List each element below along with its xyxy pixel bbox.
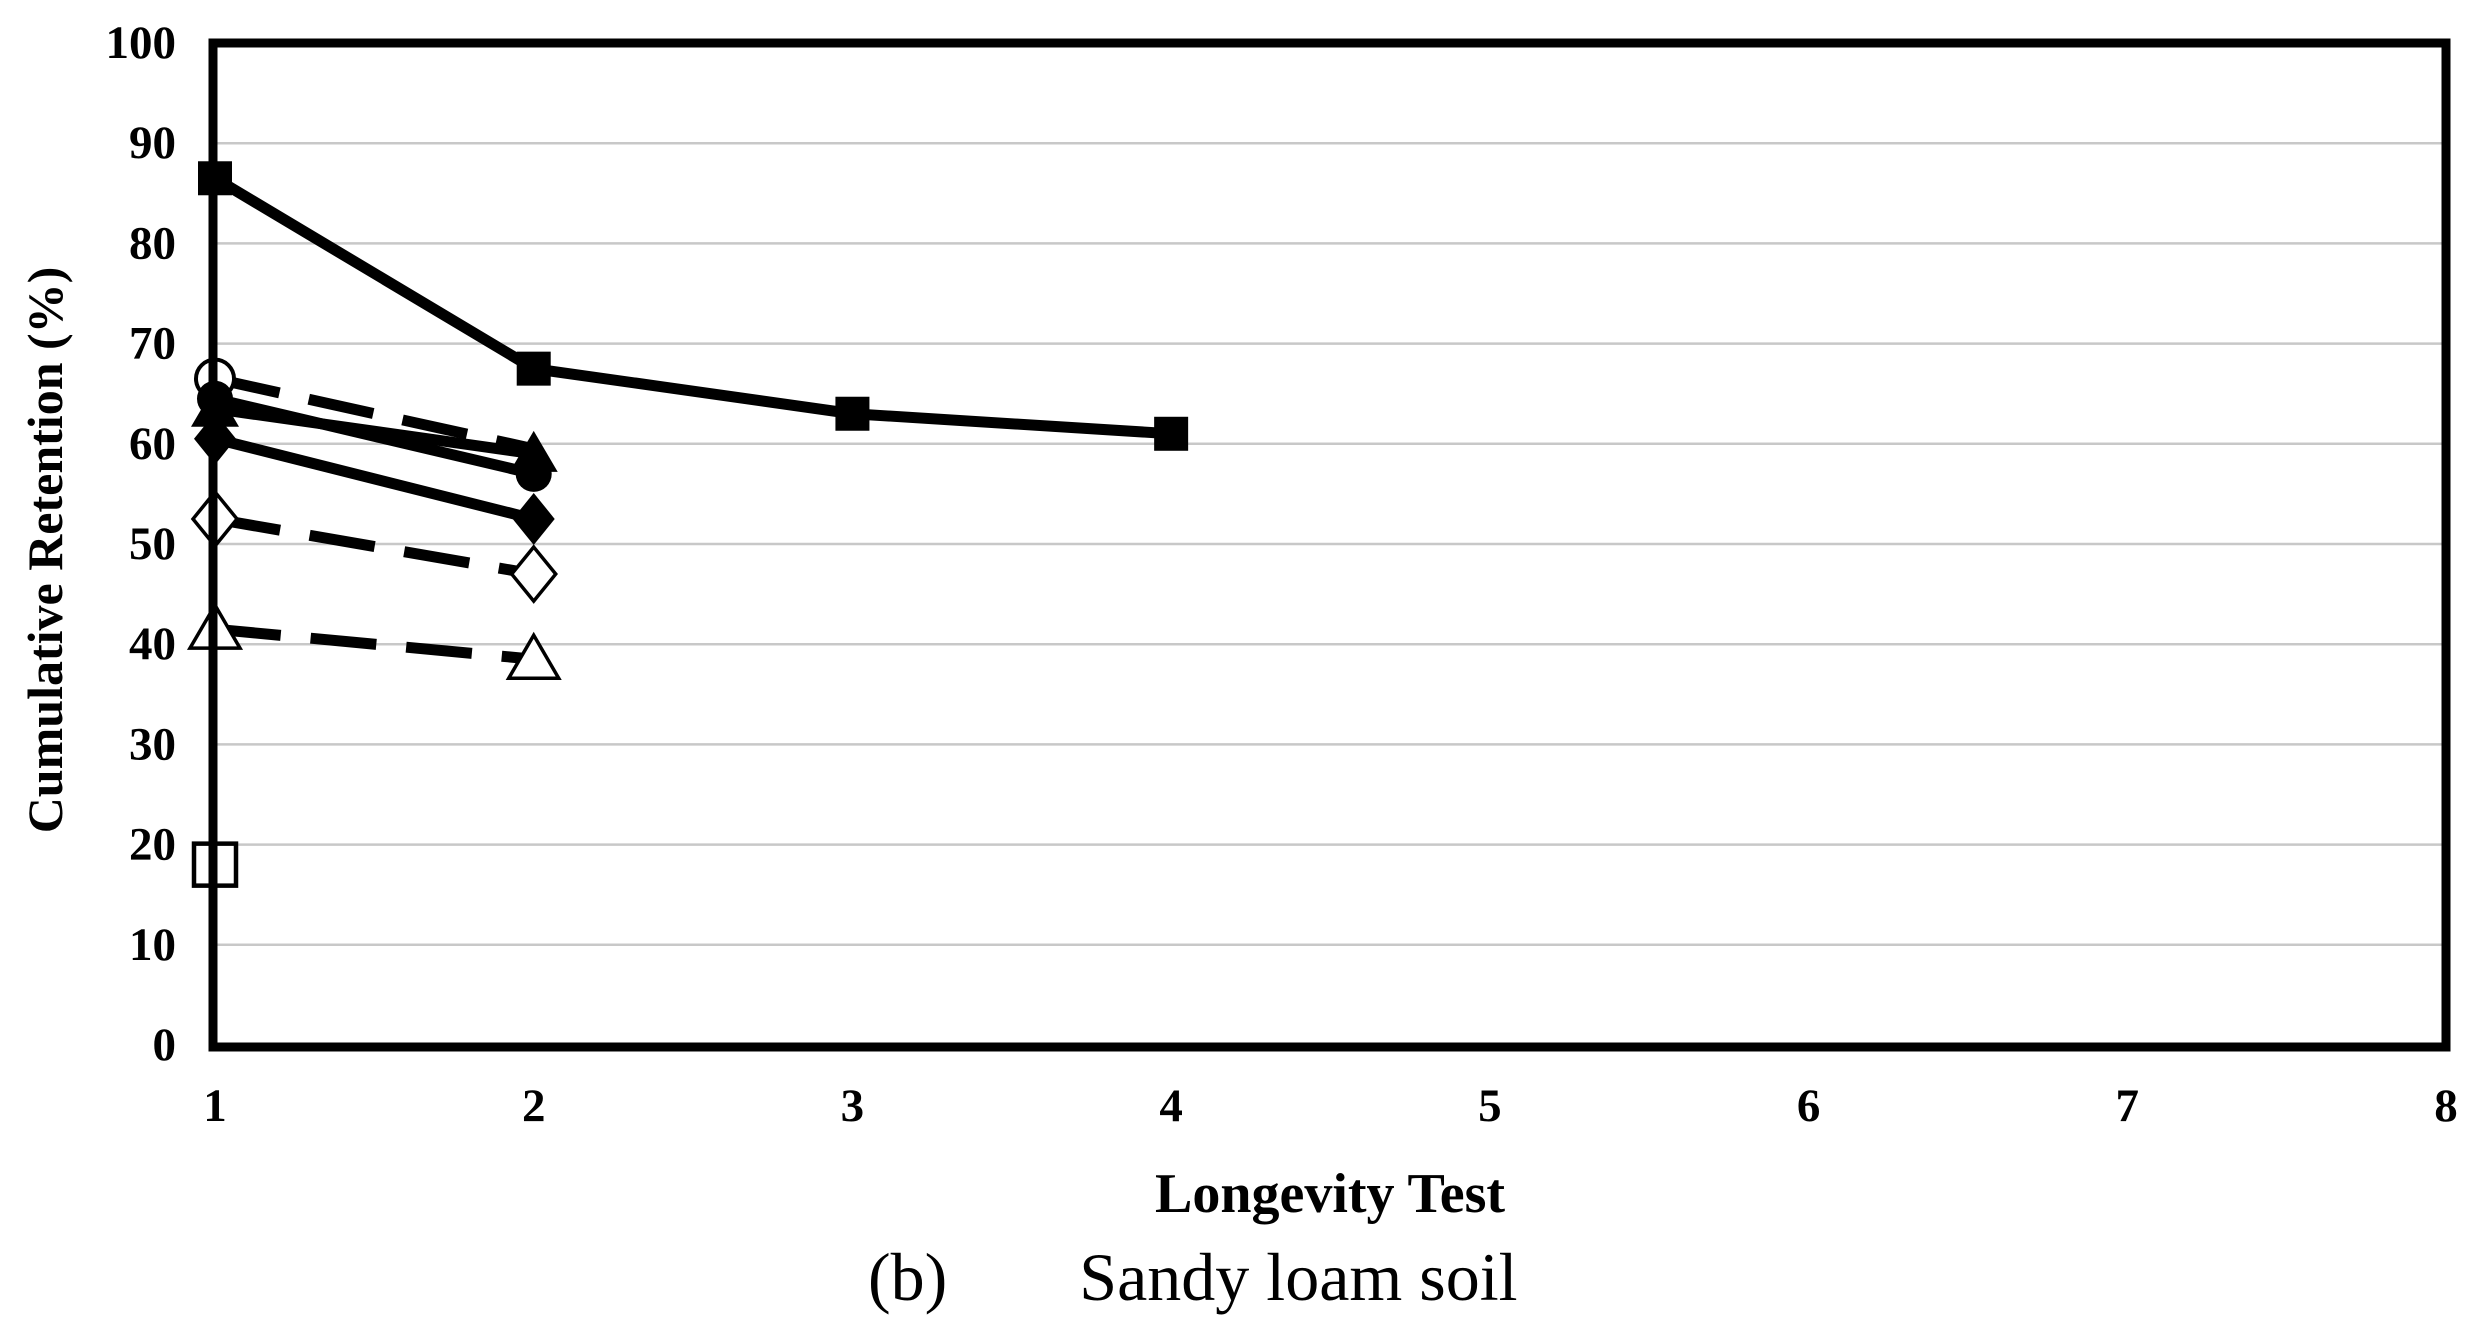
caption-label: (b) xyxy=(868,1239,948,1315)
open-triangle-series-line xyxy=(214,623,535,665)
x-tick-label: 2 xyxy=(522,1080,546,1132)
y-tick-label: 70 xyxy=(129,318,176,370)
open-circle-series-line xyxy=(213,373,535,455)
figure-caption: (b) Sandy loam soil xyxy=(868,1238,1518,1317)
filled-square-series-marker xyxy=(835,396,870,431)
x-tick-label: 1 xyxy=(203,1080,227,1132)
filled-square-series-line xyxy=(212,173,1172,440)
y-tick-label: 100 xyxy=(106,17,177,69)
y-tick-label: 0 xyxy=(153,1019,177,1071)
x-tick-label: 4 xyxy=(1159,1080,1183,1132)
y-tick-label: 90 xyxy=(129,117,176,169)
y-tick-label: 50 xyxy=(129,518,176,570)
x-tick-label: 5 xyxy=(1478,1080,1502,1132)
y-axis-title: Cumulative Retention (%) xyxy=(17,266,73,834)
filled-square-series-marker xyxy=(1154,416,1189,451)
x-tick-label: 7 xyxy=(2116,1080,2140,1132)
filled-diamond-series-marker xyxy=(512,492,555,545)
filled-circle-series-marker xyxy=(515,455,552,492)
filled-circle-series-line xyxy=(213,393,535,480)
x-axis-title: Longevity Test xyxy=(1154,1163,1506,1225)
open-triangle-series-marker xyxy=(505,631,562,680)
x-tick-label: 6 xyxy=(1797,1080,1821,1132)
y-tick-label: 30 xyxy=(129,718,176,770)
y-tick-label: 10 xyxy=(129,919,176,971)
y-tick-label: 80 xyxy=(129,217,176,269)
x-tick-label: 3 xyxy=(841,1080,865,1132)
caption-text: Sandy loam soil xyxy=(1079,1239,1518,1315)
open-diamond-series-line xyxy=(214,513,535,580)
filled-square-series-marker xyxy=(516,351,551,386)
y-tick-label: 60 xyxy=(129,418,176,470)
y-tick-label: 40 xyxy=(129,618,176,670)
y-tick-label: 20 xyxy=(129,819,176,871)
x-tick-label: 8 xyxy=(2434,1080,2458,1132)
open-diamond-series-marker xyxy=(509,544,558,604)
plot-border xyxy=(208,38,2451,1052)
filled-diamond-series-line xyxy=(213,433,536,525)
